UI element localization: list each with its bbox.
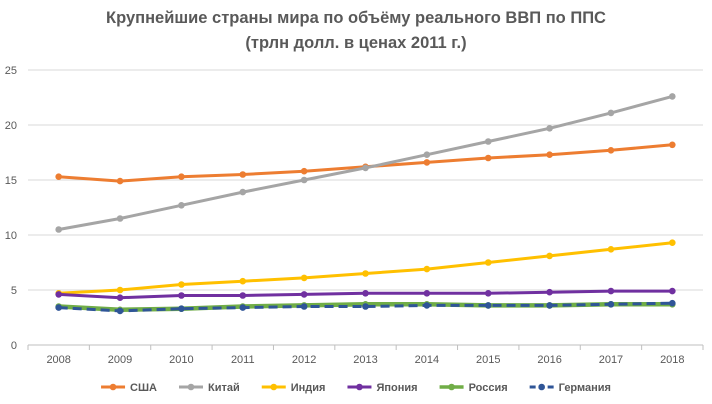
- data-point: [484, 259, 492, 266]
- data-point: [607, 301, 615, 308]
- series-line: [57, 94, 674, 231]
- data-point: [423, 159, 431, 166]
- legend-marker: [109, 383, 117, 391]
- data-point: [362, 270, 369, 277]
- data-point: [669, 141, 676, 149]
- series-line: [57, 143, 674, 183]
- data-point: [546, 302, 553, 309]
- data-point: [239, 171, 247, 178]
- x-tick-label: 2010: [169, 354, 193, 366]
- data-point: [362, 164, 369, 172]
- y-tick-label: 5: [11, 285, 17, 297]
- data-point: [55, 291, 62, 298]
- legend-label: Япония: [376, 382, 417, 394]
- data-point: [607, 287, 615, 295]
- data-point: [300, 167, 308, 175]
- legend-label: Россия: [469, 382, 508, 394]
- x-tick-label: 2017: [599, 354, 623, 366]
- data-point: [239, 292, 247, 299]
- data-point: [669, 299, 676, 307]
- x-tick-label: 2016: [537, 354, 561, 366]
- data-point: [178, 173, 185, 180]
- data-point: [178, 305, 185, 313]
- data-point: [484, 302, 492, 309]
- data-point: [55, 226, 62, 233]
- data-point: [607, 246, 615, 253]
- y-tick-label: 25: [5, 65, 17, 77]
- series-line: [57, 241, 674, 295]
- data-point: [669, 287, 676, 295]
- data-point: [239, 188, 247, 196]
- data-point: [239, 277, 247, 285]
- legend-label: Индия: [291, 382, 326, 394]
- x-tick-label: 2009: [108, 354, 132, 366]
- legend-marker: [187, 383, 195, 391]
- data-point: [178, 202, 185, 209]
- chart-subtitle: (трлн долл. в ценах 2011 г.): [245, 34, 467, 52]
- data-point: [300, 274, 308, 282]
- data-point: [55, 173, 62, 180]
- data-point: [484, 290, 492, 297]
- data-point: [116, 307, 124, 315]
- x-tick-label: 2015: [476, 354, 500, 366]
- data-point: [669, 239, 676, 246]
- y-tick-label: 10: [5, 230, 17, 242]
- data-point: [607, 109, 615, 117]
- data-point: [546, 151, 553, 158]
- data-point: [116, 177, 124, 185]
- data-point: [484, 138, 492, 145]
- series-line: [58, 301, 673, 313]
- chart-title: Крупнейшие страны мира по объёму реально…: [106, 9, 606, 27]
- data-point: [300, 291, 308, 298]
- data-point: [607, 147, 615, 154]
- data-point: [116, 294, 124, 302]
- data-point: [178, 281, 185, 288]
- legend-marker: [538, 383, 545, 391]
- x-tick-label: 2008: [46, 354, 70, 366]
- x-tick-label: 2014: [415, 354, 439, 366]
- data-point: [546, 125, 553, 132]
- data-point: [423, 290, 431, 297]
- data-point: [362, 290, 369, 297]
- data-point: [423, 302, 431, 309]
- data-point: [669, 93, 676, 100]
- x-tick-label: 2011: [231, 354, 255, 366]
- legend-marker: [270, 383, 278, 391]
- legend-label: США: [130, 382, 157, 394]
- legend-label: Германия: [559, 382, 611, 394]
- legend-marker: [356, 383, 363, 391]
- data-point: [239, 304, 247, 311]
- x-tick-label: 2013: [353, 354, 377, 366]
- data-point: [423, 265, 431, 273]
- data-point: [116, 286, 124, 294]
- legend-marker: [448, 383, 455, 391]
- x-tick-label: 2012: [292, 354, 316, 366]
- data-point: [300, 303, 308, 310]
- legend-label: Китай: [208, 382, 240, 394]
- data-point: [300, 176, 308, 184]
- x-tick-label: 2018: [660, 354, 684, 366]
- data-point: [484, 154, 492, 162]
- data-point: [55, 304, 62, 311]
- data-point: [546, 252, 553, 260]
- data-point: [116, 215, 124, 222]
- y-tick-label: 20: [5, 120, 17, 132]
- data-point: [362, 303, 369, 310]
- data-point: [178, 292, 185, 299]
- data-point: [546, 288, 553, 296]
- y-tick-label: 0: [11, 340, 17, 352]
- y-tick-label: 15: [5, 175, 17, 187]
- data-point: [423, 151, 431, 158]
